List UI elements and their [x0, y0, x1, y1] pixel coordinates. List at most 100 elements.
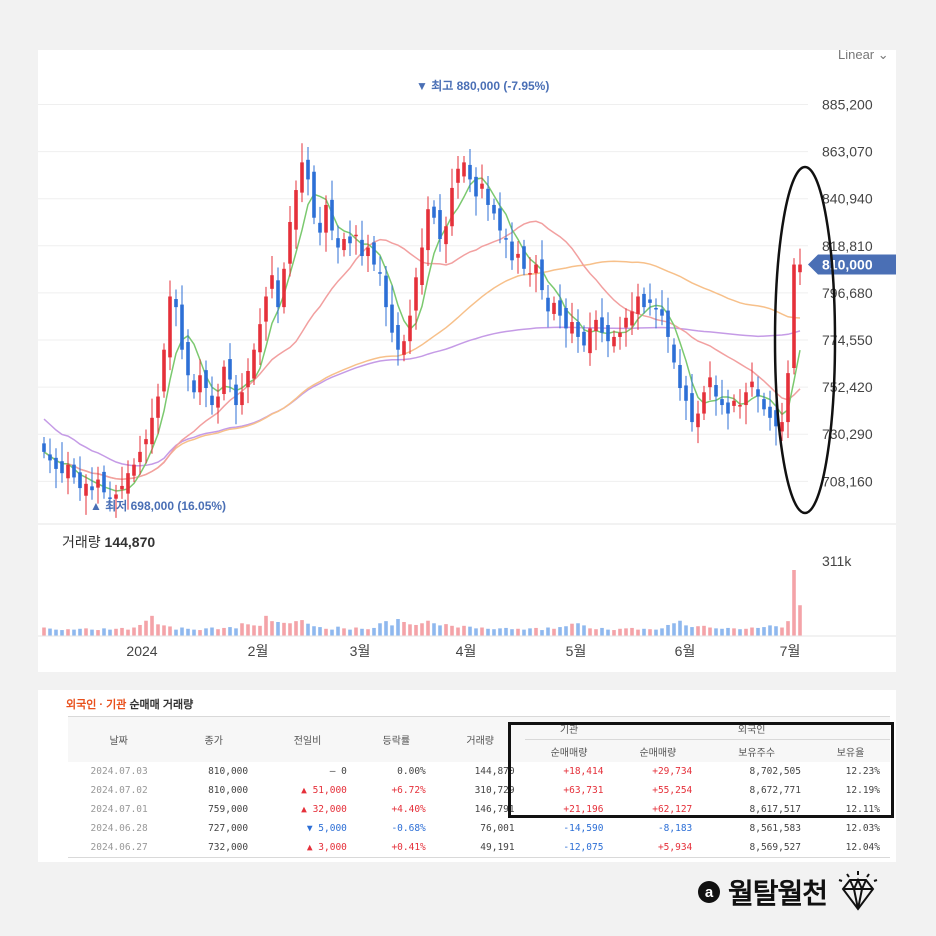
- candle-body: [720, 399, 724, 406]
- investor-trading-table-panel: 외국인 · 기관 순매매 거래량 날짜 종가 전일비 등락률 거래량 기관 외국…: [38, 690, 896, 862]
- candle-body: [414, 277, 418, 311]
- volume-bar: [558, 627, 562, 636]
- volume-bar: [156, 624, 160, 636]
- x-tick-label: 4월: [456, 643, 477, 659]
- candle-body: [546, 297, 550, 312]
- volume-axis-label: 311k: [822, 553, 852, 569]
- highlight-ellipse: [773, 165, 837, 515]
- candle-body: [318, 222, 322, 233]
- table-title: 외국인 · 기관 순매매 거래량: [66, 699, 194, 711]
- volume-bar: [168, 626, 172, 636]
- candle-body: [246, 370, 250, 388]
- candle-body: [456, 168, 460, 183]
- y-tick-label: 863,070: [822, 144, 873, 160]
- investor-trading-table: 날짜 종가 전일비 등락률 거래량 기관 외국인 순매매량 순매매량 보유주수 …: [68, 716, 890, 858]
- cell-rate: +0.41%: [356, 838, 436, 858]
- volume-bar: [726, 627, 730, 636]
- x-tick-label: 3월: [350, 643, 371, 659]
- header-frg-net: 순매매량: [613, 739, 703, 762]
- candle-body: [534, 264, 538, 274]
- candle-body: [606, 325, 610, 342]
- volume-bar: [96, 630, 100, 636]
- cell-inst: -12,075: [524, 838, 614, 858]
- volume-bar: [360, 628, 364, 636]
- volume-bar: [84, 628, 88, 636]
- volume-bar: [198, 630, 202, 636]
- volume-bar: [258, 625, 262, 636]
- volume-bar: [42, 627, 46, 636]
- candle-body: [786, 373, 790, 423]
- volume-bar: [234, 628, 238, 636]
- candle-body: [300, 162, 304, 193]
- volume-bar: [744, 628, 748, 636]
- volume-bar: [630, 627, 634, 636]
- table-body: 2024.07.03 810,000 — 0 0.00% 144,870 +18,414 +…: [68, 762, 890, 858]
- volume-bar: [408, 624, 412, 636]
- cell-inst: +63,731: [563, 785, 604, 796]
- candle-body: [168, 296, 172, 358]
- candle-body: [258, 324, 262, 353]
- volume-bar: [444, 624, 448, 636]
- candle-body: [210, 395, 214, 406]
- volume-bar: [72, 629, 76, 636]
- candle-body: [768, 406, 772, 418]
- cell-frg: +55,254: [652, 785, 693, 796]
- volume-bar: [228, 627, 232, 636]
- volume-bar: [732, 628, 736, 636]
- volume-bar: [54, 629, 58, 636]
- volume-bar: [684, 625, 688, 636]
- cell-vol: 146,791: [474, 804, 515, 815]
- candle-body: [180, 304, 184, 350]
- candle-body: [636, 296, 640, 314]
- volume-bar: [480, 627, 484, 636]
- candle-body: [174, 299, 178, 308]
- volume-bar: [174, 629, 178, 636]
- volume-bar: [750, 627, 754, 636]
- volume-bar: [720, 628, 724, 636]
- volume-bar: [90, 629, 94, 636]
- candle-body: [432, 206, 436, 218]
- volume-bar: [534, 627, 538, 636]
- header-frg-ratio: 보유율: [811, 739, 890, 762]
- volume-bar: [354, 627, 358, 636]
- volume-value: 144,870: [105, 534, 156, 550]
- candle-body: [372, 242, 376, 265]
- candle-body: [336, 238, 340, 248]
- candle-body: [234, 384, 238, 406]
- cell-rate: 0.00%: [397, 766, 426, 777]
- candle-body: [186, 342, 190, 376]
- volume-bar: [600, 627, 604, 636]
- candle-body: [306, 159, 310, 180]
- cell-ratio: 12.03%: [845, 823, 880, 834]
- volume-bar: [678, 620, 682, 636]
- volume-bar: [780, 627, 784, 636]
- candle-body: [792, 264, 796, 369]
- highlight-box: [508, 722, 894, 818]
- volume-bar: [450, 625, 454, 636]
- volume-bar: [108, 629, 112, 636]
- candle-body: [468, 164, 472, 180]
- cell-inst: +21,196: [563, 804, 604, 815]
- cell-frg: +62,127: [652, 804, 693, 815]
- candle-body: [528, 273, 532, 275]
- candle-body: [798, 264, 802, 273]
- cell-rate: +4.40%: [391, 804, 426, 815]
- volume-bar: [222, 627, 226, 636]
- volume-bar: [132, 627, 136, 636]
- volume-bar: [522, 629, 526, 636]
- candle-body: [540, 259, 544, 291]
- candle-body: [204, 370, 208, 389]
- candle-body: [552, 302, 556, 314]
- cell-date: 2024.06.27: [68, 838, 170, 858]
- candle-body: [138, 451, 142, 463]
- candle-body: [54, 457, 58, 469]
- volume-bar: [654, 629, 658, 636]
- y-tick-label: 752,420: [822, 379, 873, 395]
- volume-bar: [396, 619, 400, 636]
- volume-bar: [300, 620, 304, 636]
- volume-bar: [342, 628, 346, 636]
- volume-bar: [564, 626, 568, 636]
- cell-close: 810,000: [208, 766, 249, 777]
- candle-body: [360, 239, 364, 257]
- cell-change: ▲ 51,000: [301, 785, 347, 796]
